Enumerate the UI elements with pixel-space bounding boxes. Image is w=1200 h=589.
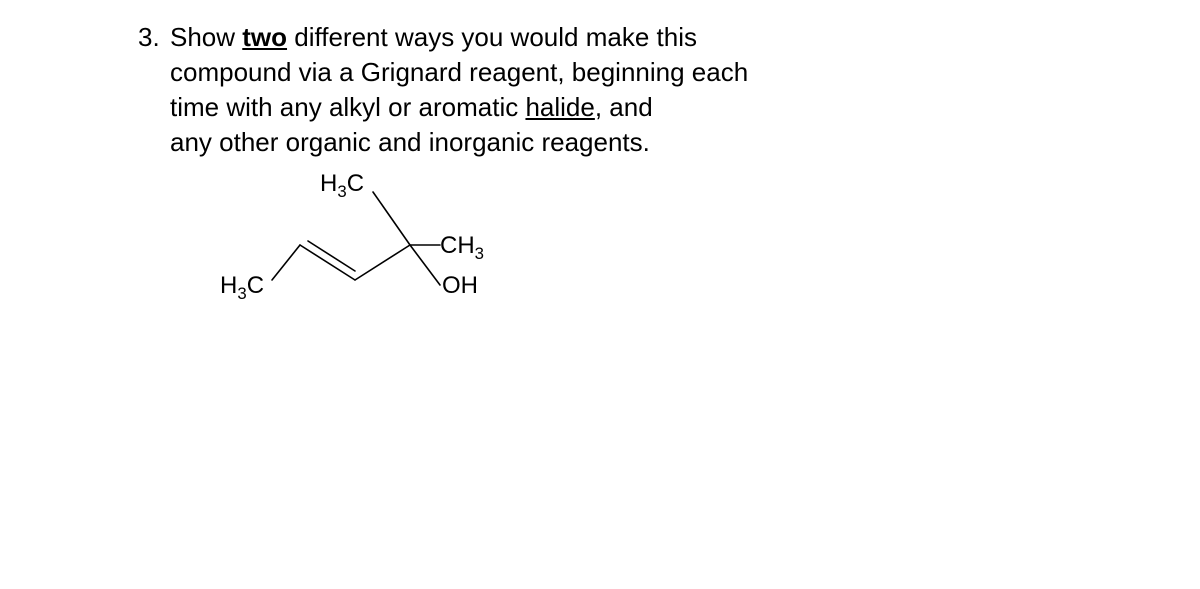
bond-diagram — [210, 170, 610, 350]
question-line1-two: two — [242, 22, 287, 52]
question-line3-suffix: , and — [595, 92, 653, 122]
label-right-ch3: CH3 — [440, 232, 484, 264]
question-line4: any other organic and inorganic reagents… — [170, 127, 650, 157]
question-line3-prefix: time with any alkyl or aromatic — [170, 92, 525, 122]
chemical-structure: H3C H3C CH3 OH — [210, 170, 610, 350]
question-number: 3. — [138, 20, 160, 55]
label-oh: OH — [442, 272, 478, 300]
question-line2: compound via a Grignard reagent, beginni… — [170, 57, 748, 87]
question-line1-suffix: different ways you would make this — [287, 22, 697, 52]
question-block: 3. Show two different ways you would mak… — [170, 20, 890, 160]
question-line3-halide: halide — [525, 92, 594, 122]
question-line1-prefix: Show — [170, 22, 242, 52]
label-left-ch3: H3C — [220, 272, 264, 304]
page: 3. Show two different ways you would mak… — [0, 0, 1200, 589]
label-top-ch3: H3C — [320, 170, 364, 202]
